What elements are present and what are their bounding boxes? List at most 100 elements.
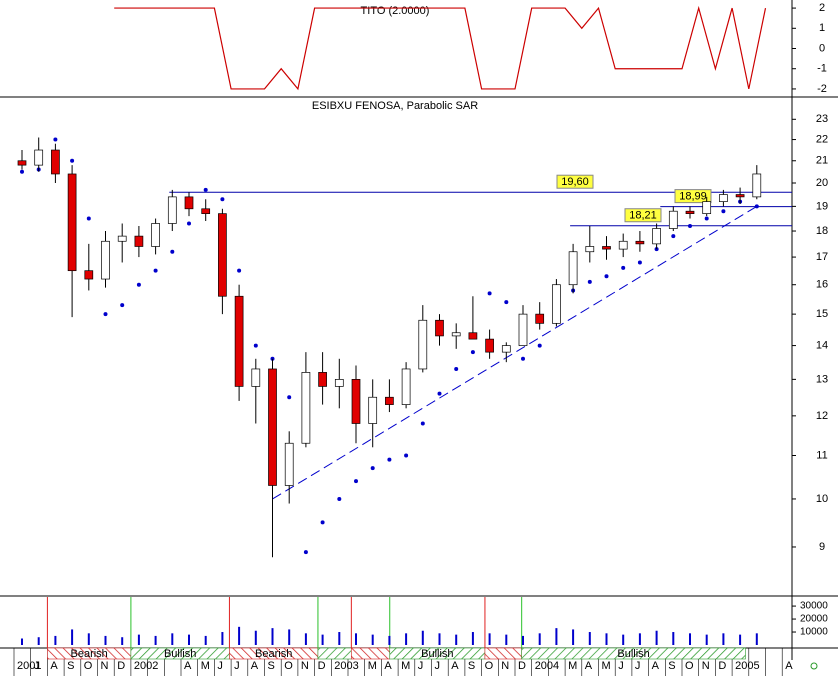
volume-bar <box>388 635 391 645</box>
volume-bar <box>421 630 424 645</box>
volume-bar <box>622 634 625 645</box>
volume-bar <box>455 634 458 645</box>
candle-body <box>334 379 344 387</box>
sar-dot <box>237 268 242 273</box>
sar-dot <box>20 169 24 174</box>
candle-body <box>301 372 311 444</box>
x-tick-label: M <box>368 660 377 672</box>
x-tick-label: O <box>84 660 93 672</box>
y-tick-label: 23 <box>816 113 828 125</box>
candle-body <box>568 251 578 286</box>
sar-dot <box>521 356 525 361</box>
x-tick-label: A <box>184 660 192 672</box>
candle-body <box>485 338 494 353</box>
y-tick-label: 19 <box>816 200 828 212</box>
x-tick-label: S <box>67 660 74 672</box>
sar-dot <box>437 391 442 396</box>
candle-body <box>735 194 745 198</box>
volume-bar <box>304 633 307 645</box>
candle-body <box>67 173 77 272</box>
x-tick-label: A <box>50 660 58 672</box>
y-tick-label: 2 <box>819 2 825 14</box>
sar-dot <box>187 221 191 226</box>
candle-body <box>752 173 762 198</box>
candle-body <box>218 213 227 297</box>
sar-dot <box>637 260 642 265</box>
sar-dot <box>86 216 91 221</box>
sar-dot <box>404 453 409 458</box>
volume-bar <box>288 629 291 645</box>
candle-body <box>284 442 294 486</box>
volume-bar <box>204 635 207 645</box>
x-tick-label: 2001 <box>17 660 41 672</box>
y-tick-label: 18 <box>816 225 828 237</box>
x-tick-label: D <box>318 660 326 672</box>
candle-body <box>652 228 661 245</box>
volume-bar <box>522 635 524 645</box>
candle-body <box>368 396 378 424</box>
y-tick-label: 20000 <box>800 614 828 625</box>
candle-body <box>184 196 194 210</box>
sar-dot <box>253 343 258 348</box>
x-tick-label: A <box>585 660 593 672</box>
sar-dot <box>721 209 726 214</box>
sar-dot <box>587 279 592 284</box>
sar-dot <box>487 291 492 296</box>
sar-dot <box>170 249 175 254</box>
volume-bar <box>438 633 441 645</box>
volume-bar <box>188 634 190 645</box>
volume-bar <box>689 633 691 645</box>
y-tick-label: 13 <box>816 373 828 385</box>
x-tick-label: 2005 <box>735 660 759 672</box>
candle-body <box>34 149 44 166</box>
candle-body <box>451 332 461 337</box>
level-label-box <box>674 189 712 204</box>
volume-bar <box>488 633 491 645</box>
x-tick-label: J <box>34 660 40 672</box>
volume-bar <box>321 634 324 645</box>
x-tick-label: S <box>268 660 275 672</box>
candle-body <box>435 319 444 337</box>
y-tick-label: 14 <box>816 339 828 351</box>
phase-label: Bullish <box>164 648 196 660</box>
candle-body <box>585 246 595 253</box>
y-tick-label: 0 <box>819 42 825 54</box>
sar-dot <box>136 282 141 287</box>
volume-bar <box>221 632 224 645</box>
y-tick-label: 30000 <box>800 601 828 612</box>
candle-body <box>685 210 695 214</box>
y-tick-label: -2 <box>817 83 827 95</box>
x-tick-label: S <box>468 660 475 672</box>
y-tick-label: 17 <box>816 251 828 263</box>
volume-bar <box>121 637 124 645</box>
candle-body <box>134 235 144 247</box>
y-tick-label: 21 <box>816 155 828 167</box>
sar-dot <box>604 274 609 279</box>
volume-bar <box>672 632 675 645</box>
volume-bar <box>254 630 257 645</box>
sar-dot <box>704 216 709 221</box>
candle-body <box>418 319 428 370</box>
phase-label: Bullish <box>421 648 453 660</box>
x-tick-label: N <box>301 660 309 672</box>
volume-bar <box>505 634 508 645</box>
sar-dot <box>220 197 225 202</box>
sar-dot <box>70 158 75 163</box>
sar-dot <box>671 234 676 239</box>
y-tick-label: 11 <box>816 449 827 461</box>
y-tick-label: 15 <box>816 308 828 320</box>
sar-dot <box>203 187 208 192</box>
x-tick-label: A <box>251 660 259 672</box>
x-tick-label: M <box>401 660 410 672</box>
x-tick-label: S <box>668 660 675 672</box>
volume-bar <box>104 635 107 645</box>
x-tick-label: N <box>702 660 710 672</box>
x-tick-label: 2003 <box>334 660 358 672</box>
sar-dot <box>287 395 292 400</box>
volume-bar <box>471 632 474 645</box>
status-icon <box>810 662 818 670</box>
level-label: 19,60 <box>561 176 589 188</box>
volume-bar <box>555 628 558 645</box>
sar-dot <box>303 550 308 555</box>
